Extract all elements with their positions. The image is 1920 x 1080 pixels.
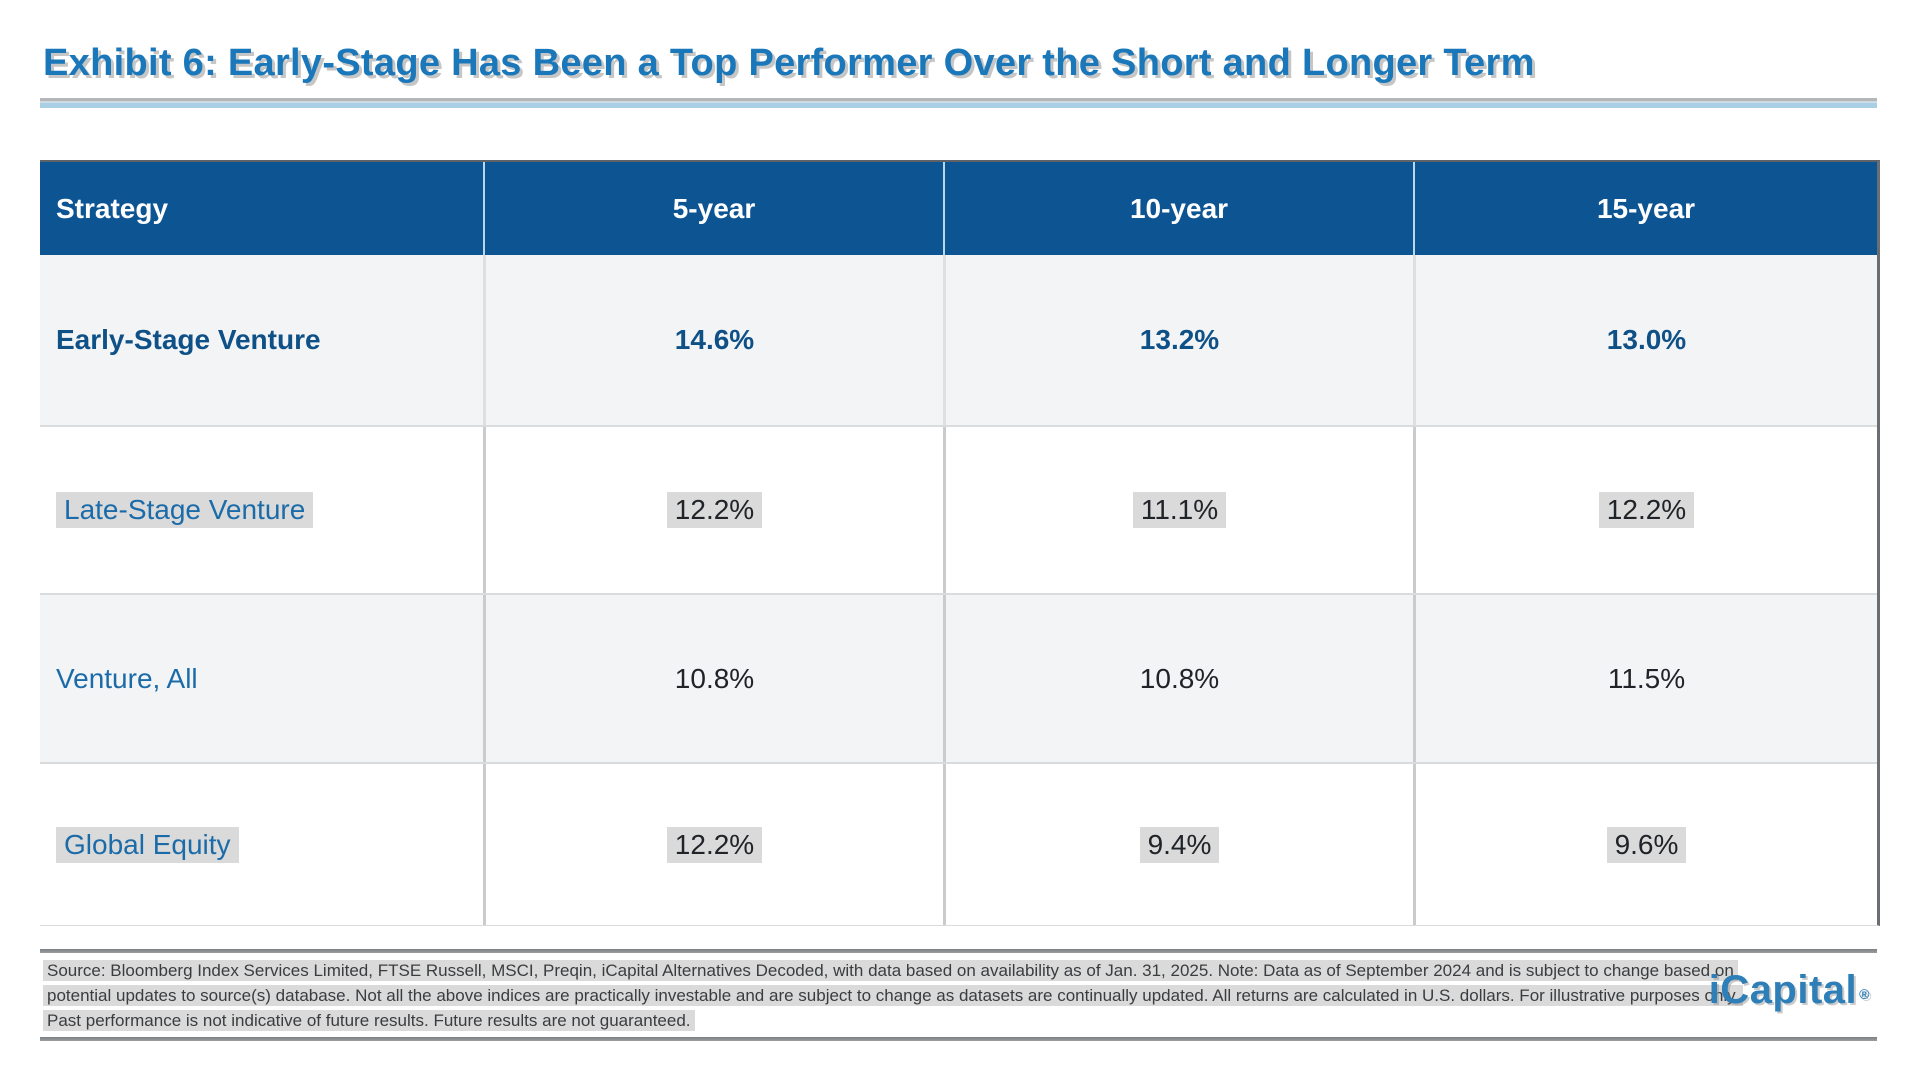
value-10-year: 13.2%	[943, 255, 1413, 425]
value-15-year: 11.5%	[1413, 595, 1877, 762]
value-5-year: 14.6%	[483, 255, 943, 425]
strategy-label: Venture, All	[40, 595, 483, 762]
column-header-5-year: 5-year	[483, 162, 943, 255]
title-underline	[40, 98, 1877, 108]
value-text: 13.2%	[1139, 324, 1220, 355]
value-text: 12.2%	[1598, 492, 1695, 528]
value-text: 14.6%	[674, 324, 755, 355]
footnote-line: Source: Bloomberg Index Services Limited…	[43, 958, 1738, 983]
value-text: 11.5%	[1607, 662, 1686, 694]
strategy-label: Late-Stage Venture	[40, 427, 483, 593]
value-5-year: 12.2%	[483, 427, 943, 593]
value-15-year: 12.2%	[1413, 427, 1877, 593]
footnote-line: Past performance is not indicative of fu…	[43, 1008, 1723, 1033]
footer-divider-bottom	[40, 1037, 1877, 1041]
value-10-year: 10.8%	[943, 595, 1413, 762]
column-header-10-year: 10-year	[943, 162, 1413, 255]
strategy-label: Early-Stage Venture	[40, 255, 483, 425]
table-row-venture-all: Venture, All 10.8% 10.8% 11.5%	[40, 593, 1877, 762]
table-row-late-stage-venture: Late-Stage Venture 12.2% 11.1% 12.2%	[40, 425, 1877, 593]
value-5-year: 12.2%	[483, 764, 943, 925]
value-text: 13.0%	[1606, 324, 1687, 355]
strategy-label: Global Equity	[40, 764, 483, 925]
footnote-line: potential updates to source(s) database.…	[43, 983, 1744, 1008]
footnote-text: potential updates to source(s) database.…	[43, 985, 1744, 1006]
icapital-logo-text: iCapital	[1708, 968, 1858, 1012]
value-text: 9.4%	[1139, 826, 1220, 863]
value-15-year: 9.6%	[1413, 764, 1877, 925]
footer-divider-top	[40, 949, 1877, 953]
table-row-early-stage-venture: Early-Stage Venture 14.6% 13.2% 13.0%	[40, 255, 1877, 425]
strategy-text: Venture, All	[56, 662, 198, 694]
column-header-strategy: Strategy	[56, 192, 169, 224]
strategy-text: Late-Stage Venture	[56, 492, 314, 528]
column-header-15-year: 15-year	[1413, 162, 1877, 255]
footnote-text: Source: Bloomberg Index Services Limited…	[43, 960, 1738, 981]
registered-trademark-icon: ®	[1859, 986, 1870, 1002]
returns-table: Strategy 5-year 10-year 15-year Early-St…	[40, 160, 1880, 926]
footnote-text: Past performance is not indicative of fu…	[43, 1010, 695, 1031]
exhibit-title: Exhibit 6: Early-Stage Has Been a Top Pe…	[43, 42, 1535, 84]
value-text: 12.2%	[666, 826, 763, 863]
value-10-year: 9.4%	[943, 764, 1413, 925]
table-row-global-equity: Global Equity 12.2% 9.4% 9.6%	[40, 762, 1877, 925]
value-10-year: 11.1%	[943, 427, 1413, 593]
value-text: 10.8%	[1139, 662, 1220, 694]
icapital-logo: iCapital ®	[1709, 968, 1870, 1013]
value-text: 10.8%	[674, 662, 755, 694]
table-header-row: Strategy 5-year 10-year 15-year	[40, 162, 1877, 255]
value-15-year: 13.0%	[1413, 255, 1877, 425]
source-footnote: Source: Bloomberg Index Services Limited…	[43, 958, 1744, 1033]
value-text: 9.6%	[1606, 826, 1687, 863]
strategy-text: Early-Stage Venture	[56, 324, 321, 355]
value-5-year: 10.8%	[483, 595, 943, 762]
value-text: 12.2%	[666, 492, 763, 528]
strategy-text: Global Equity	[56, 826, 239, 863]
value-text: 11.1%	[1132, 492, 1227, 528]
